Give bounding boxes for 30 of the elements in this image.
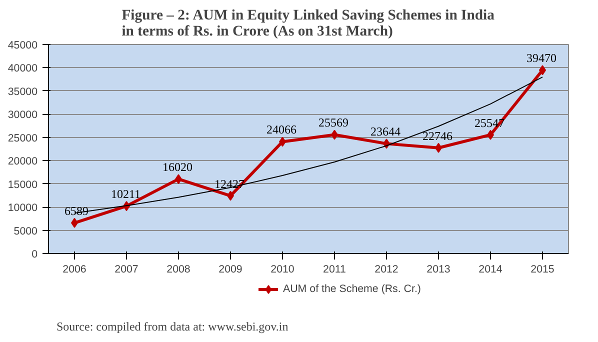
legend-label: AUM of the Scheme (Rs. Cr.) xyxy=(283,283,421,295)
x-tick-label: 2009 xyxy=(218,264,242,276)
data-label: 25569 xyxy=(318,116,348,130)
y-tick-label: 5000 xyxy=(14,225,38,238)
data-label: 23644 xyxy=(370,124,400,139)
data-label: 10211 xyxy=(110,187,141,202)
data-label: 22746 xyxy=(422,128,452,143)
x-tick-label: 2007 xyxy=(114,264,138,276)
x-tick-label: 2008 xyxy=(166,264,190,276)
x-tick-label: 2013 xyxy=(426,264,450,276)
chart-title: Figure – 2: AUM in Equity Linked Saving Schemes in India in terms of Rs. in Crore (As on 31st March) xyxy=(122,8,496,40)
data-label: 39470 xyxy=(526,51,556,66)
y-tick-label: 10000 xyxy=(8,202,38,214)
y-tick-label: 25000 xyxy=(8,132,38,144)
y-tick-label: 15000 xyxy=(8,178,38,191)
x-tick-label: 2014 xyxy=(478,264,502,276)
y-tick-label: 20000 xyxy=(8,156,38,168)
y-tick-label: 0 xyxy=(32,248,38,260)
y-tick-label: 35000 xyxy=(8,86,38,98)
data-label: 24066 xyxy=(266,122,296,137)
x-tick-label: 2010 xyxy=(270,264,294,276)
x-tick-label: 2015 xyxy=(530,264,554,276)
data-label: 16020 xyxy=(162,160,192,174)
x-tick-label: 2006 xyxy=(62,264,86,276)
y-tick-label: 45000 xyxy=(8,40,38,52)
source-note: Source: compiled from data at: www.sebi.gov.in xyxy=(56,320,288,334)
y-tick-label: 40000 xyxy=(8,62,38,75)
x-tick-label: 2012 xyxy=(374,264,398,276)
y-tick-label: 30000 xyxy=(8,109,38,122)
x-tick-label: 2011 xyxy=(323,264,346,276)
